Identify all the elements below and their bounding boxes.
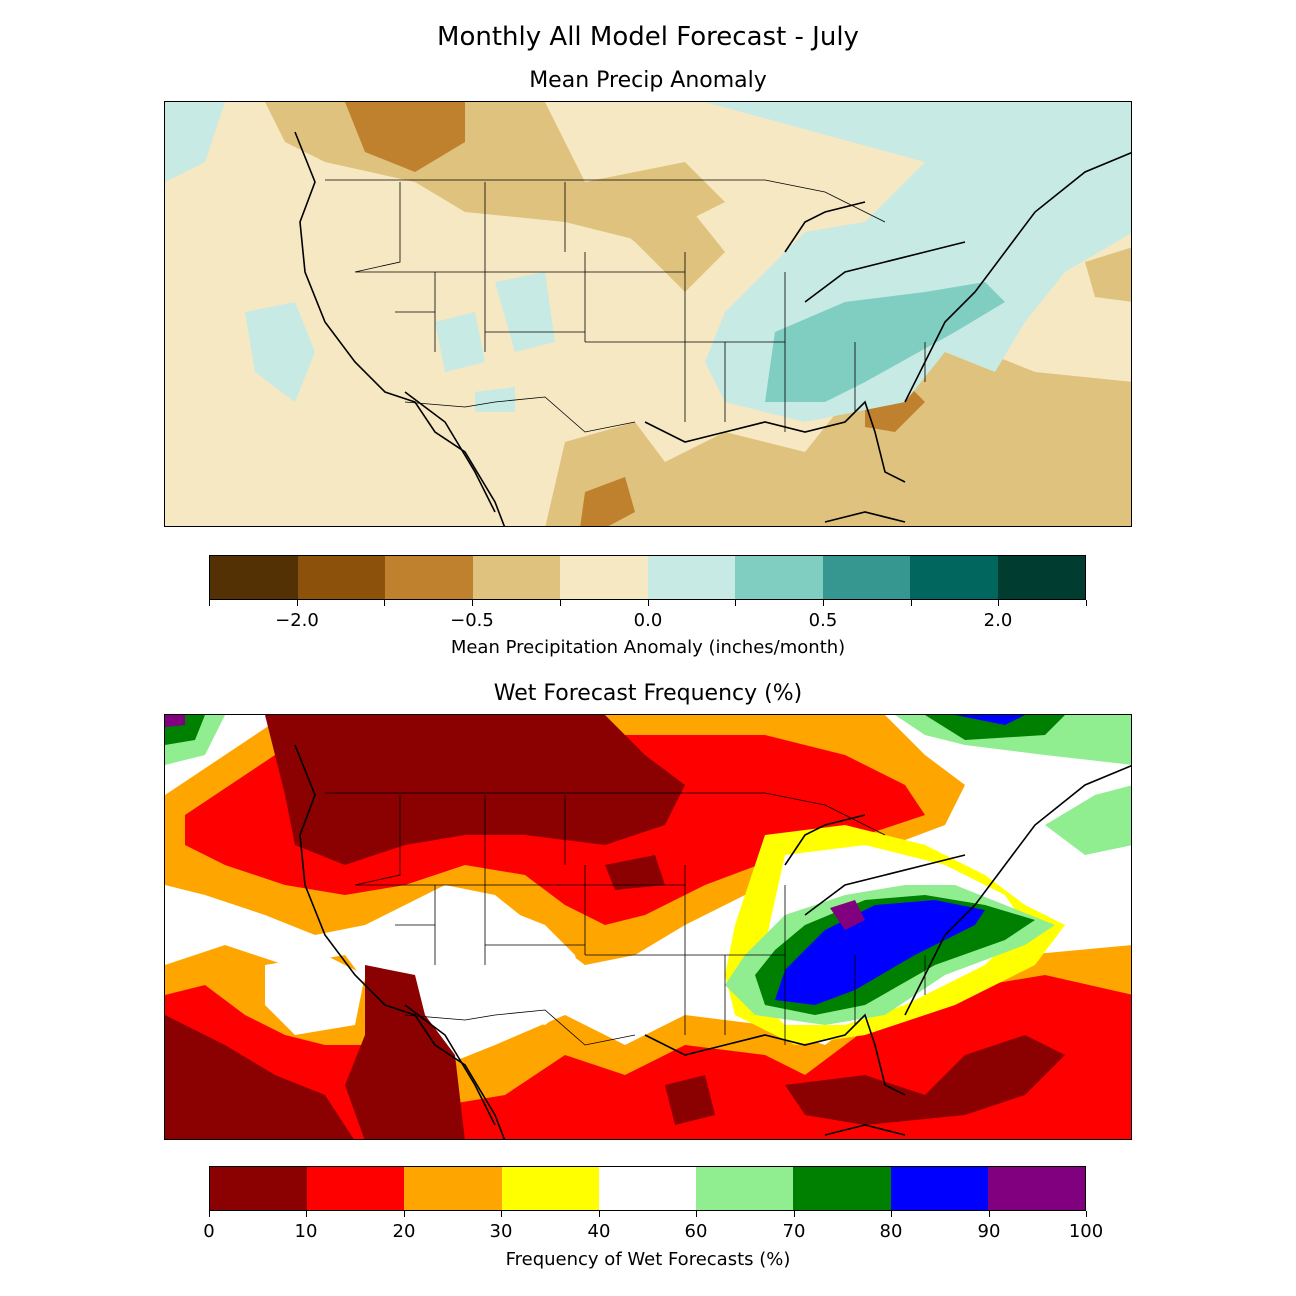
anomaly-tick-mark (472, 600, 473, 606)
anomaly-colorbar-segment (910, 556, 998, 599)
frequency-tick-mark (599, 1211, 600, 1217)
anomaly-colorbar-segment (735, 556, 823, 599)
frequency-colorbar-segment (696, 1167, 794, 1210)
frequency-tick-mark (209, 1211, 210, 1217)
frequency-colorbar-label: Frequency of Wet Forecasts (%) (505, 1249, 791, 1270)
frequency-colorbar-segment (987, 1167, 1085, 1210)
frequency-colorbar-segment (793, 1167, 891, 1210)
anomaly-colorbar-segment (997, 556, 1085, 599)
frequency-tick-mark (501, 1211, 502, 1217)
frequency-tick-label: 0 (203, 1221, 215, 1242)
anomaly-colorbar-segment (472, 556, 560, 599)
frequency-tick-mark (1086, 1211, 1087, 1217)
frequency-map-title: Wet Forecast Frequency (%) (493, 681, 803, 706)
frequency-tick-mark (794, 1211, 795, 1217)
anomaly-map-title: Mean Precip Anomaly (529, 68, 767, 93)
anomaly-colorbar-segment (647, 556, 735, 599)
frequency-tick-label: 60 (684, 1221, 708, 1242)
anomaly-tick-mark (1086, 600, 1087, 606)
frequency-colorbar-segment (404, 1167, 502, 1210)
anomaly-tick-mark (998, 600, 999, 606)
frequency-colorbar-segment (501, 1167, 599, 1210)
frequency-tick-label: 10 (294, 1221, 318, 1242)
frequency-tick-mark (989, 1211, 990, 1217)
anomaly-tick-mark (735, 600, 736, 606)
frequency-tick-mark (891, 1211, 892, 1217)
anomaly-tick-label: 0.5 (808, 610, 838, 631)
frequency-tick-label: 40 (587, 1221, 611, 1242)
frequency-colorbar (209, 1166, 1086, 1211)
frequency-colorbar-segment (598, 1167, 697, 1210)
anomaly-tick-label: −0.5 (450, 610, 494, 631)
anomaly-tick-mark (384, 600, 385, 606)
anomaly-tick-mark (297, 600, 298, 606)
anomaly-tick-mark (648, 600, 649, 606)
precip-anomaly-map (164, 101, 1132, 527)
anomaly-colorbar-segment (297, 556, 385, 599)
anomaly-tick-mark (823, 600, 824, 606)
anomaly-tick-label: −2.0 (275, 610, 319, 631)
anomaly-colorbar-label: Mean Precipitation Anomaly (inches/month… (450, 637, 846, 658)
frequency-tick-label: 20 (392, 1221, 416, 1242)
anomaly-tick-label: 0.0 (633, 610, 663, 631)
frequency-tick-label: 80 (879, 1221, 903, 1242)
anomaly-colorbar-segment (385, 556, 473, 599)
anomaly-tick-mark (560, 600, 561, 606)
anomaly-colorbar-segment (210, 556, 298, 599)
frequency-tick-mark (306, 1211, 307, 1217)
frequency-tick-mark (696, 1211, 697, 1217)
frequency-tick-label: 100 (1068, 1221, 1104, 1242)
anomaly-tick-mark (911, 600, 912, 606)
figure-title: Monthly All Model Forecast - July (437, 22, 859, 52)
wet-frequency-map (164, 714, 1132, 1140)
frequency-tick-label: 30 (489, 1221, 513, 1242)
frequency-colorbar-segment (210, 1167, 308, 1210)
frequency-colorbar-segment (890, 1167, 988, 1210)
frequency-tick-mark (404, 1211, 405, 1217)
anomaly-tick-mark (209, 600, 210, 606)
frequency-colorbar-segment (307, 1167, 405, 1210)
anomaly-colorbar-segment (560, 556, 648, 599)
anomaly-colorbar-segment (822, 556, 910, 599)
anomaly-tick-label: 2.0 (983, 610, 1013, 631)
frequency-tick-label: 90 (977, 1221, 1001, 1242)
anomaly-colorbar (209, 555, 1086, 600)
frequency-tick-label: 70 (782, 1221, 806, 1242)
